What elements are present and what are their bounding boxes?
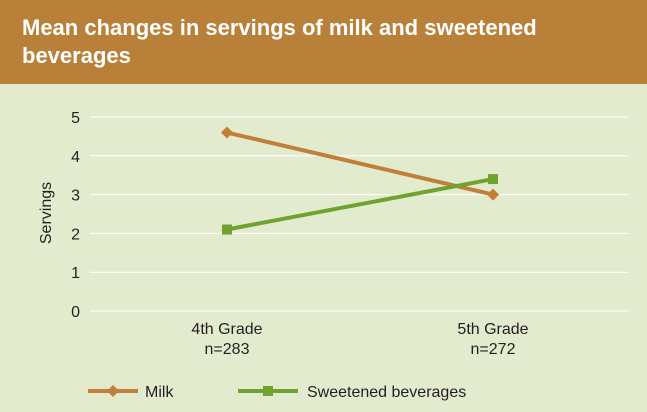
legend-label: Milk bbox=[145, 384, 174, 401]
data-point bbox=[488, 174, 498, 185]
y-axis-label: Servings bbox=[38, 182, 55, 244]
y-tick-label: 5 bbox=[71, 110, 80, 127]
data-point bbox=[221, 126, 233, 139]
y-tick-label: 0 bbox=[71, 304, 80, 321]
x-tick-label: n=272 bbox=[471, 341, 516, 358]
y-axis-ticks: 0 1 2 3 4 5 bbox=[71, 110, 80, 321]
data-point bbox=[107, 385, 119, 397]
y-tick-label: 4 bbox=[71, 149, 80, 166]
legend-label: Sweetened beverages bbox=[307, 384, 466, 401]
chart-legend: Milk Sweetened beverages bbox=[88, 384, 466, 401]
series-line bbox=[225, 177, 495, 232]
y-tick-label: 2 bbox=[71, 226, 80, 243]
data-point bbox=[487, 188, 499, 201]
x-tick-label: n=283 bbox=[205, 341, 250, 358]
data-point bbox=[222, 224, 232, 235]
x-tick-label: 5th Grade bbox=[457, 321, 528, 338]
data-point bbox=[263, 386, 273, 396]
chart-gridlines bbox=[90, 116, 628, 312]
x-axis-ticks: 4th Grade n=283 5th Grade n=272 bbox=[191, 321, 528, 358]
x-tick-label: 4th Grade bbox=[191, 321, 262, 338]
series-line bbox=[225, 130, 495, 197]
chart-header: Mean changes in servings of milk and swe… bbox=[0, 0, 647, 84]
chart-series bbox=[221, 126, 499, 235]
y-tick-label: 1 bbox=[71, 265, 80, 282]
chart-title: Mean changes in servings of milk and swe… bbox=[22, 15, 537, 68]
y-tick-label: 3 bbox=[71, 188, 80, 205]
